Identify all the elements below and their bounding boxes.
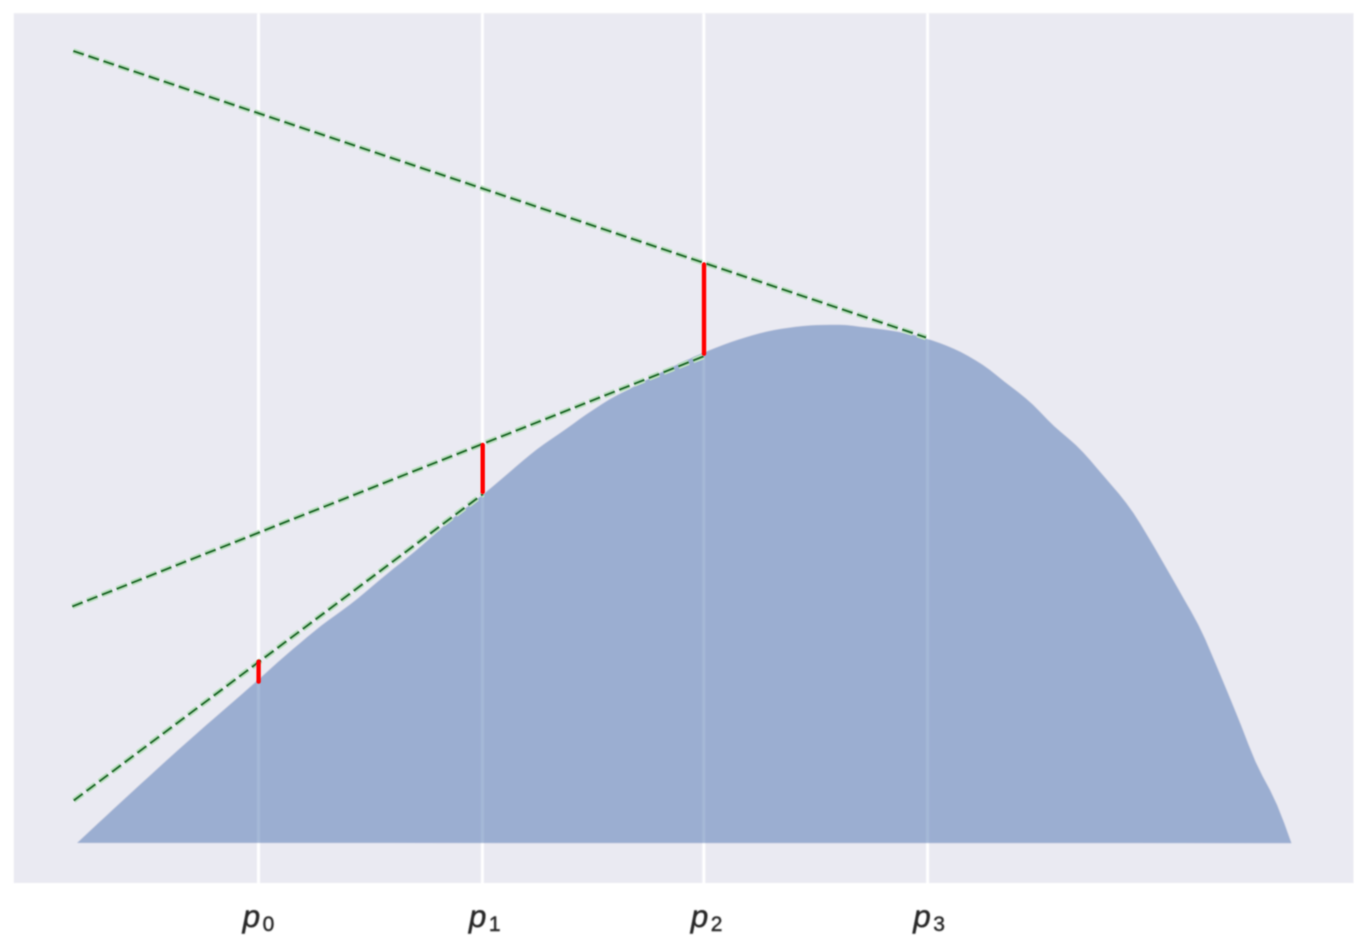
svg-text:p0: p0 [242, 898, 275, 936]
svg-text:p3: p3 [912, 898, 945, 936]
svg-text:p2: p2 [690, 898, 723, 936]
svg-text:p1: p1 [468, 898, 501, 936]
